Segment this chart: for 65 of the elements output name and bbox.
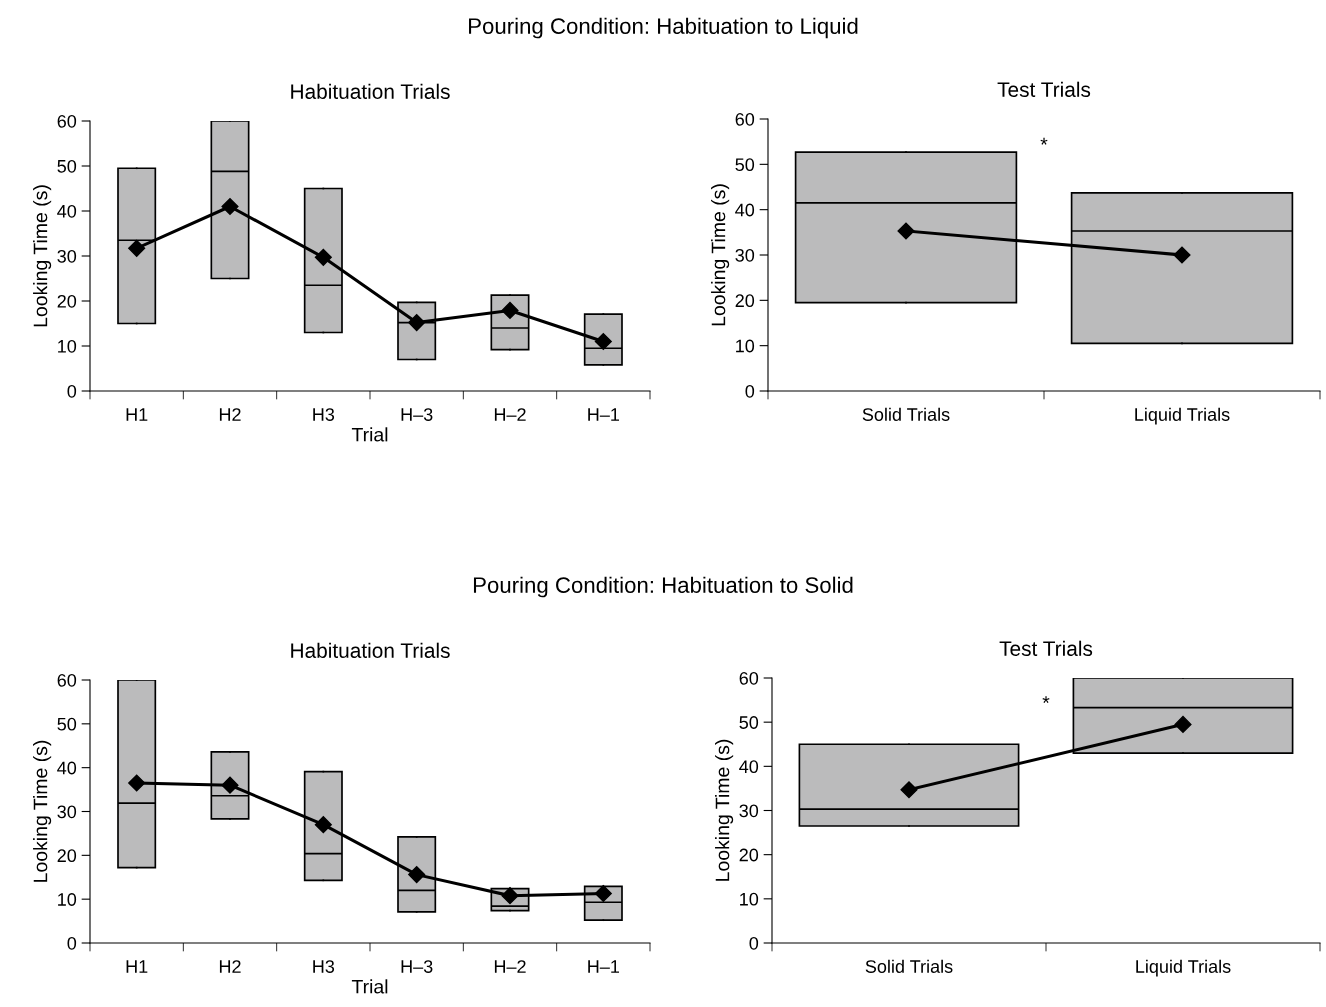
chart-title: Pouring Condition: Habituation to Liquid [469,17,858,39]
y-axis-title: Looking Time (s) [711,184,730,326]
point [314,816,332,834]
y-tick-label: 10 [58,339,77,353]
chart-title: Test Trials [999,640,1093,656]
point [501,301,519,320]
x-tick-label: H–2 [494,408,526,421]
chart-subtitle: Habituation Trials [291,83,450,99]
y-tick-label: 20 [57,294,77,308]
x-tick-label: H–3 [401,408,433,421]
x-tick-label: H3 [313,960,335,973]
y-tick-label: 50 [57,159,77,173]
y-tick-label: 30 [57,805,77,819]
y-tick-label: 10 [736,339,755,353]
x-tick-label: Liquid Trials [1136,959,1231,977]
y-tick-label: 10 [58,893,77,906]
x-axis-title: Trial [351,427,388,442]
x-tick-label: Solid Trials [865,959,953,973]
x-tick-label: H1 [126,408,148,421]
y-tick-label: 50 [57,717,77,731]
y-tick-label: 60 [57,114,77,128]
x-tick-label: H2 [219,408,241,421]
point [128,239,146,257]
point [128,774,146,792]
y-tick-label: 10 [740,892,759,906]
x-tick-label: H–2 [494,960,526,973]
y-tick-label: 40 [739,760,759,774]
x-tick-label: Liquid Trials [1135,407,1230,425]
y-tick-label: 40 [57,761,77,775]
y-tick-label: 30 [57,249,77,263]
y-tick-label: 0 [67,384,77,398]
chart-title: Pouring Condition: Habituation to Solid [473,576,853,598]
point [314,248,332,266]
x-tick-label: H2 [219,960,241,973]
x-axis-title: Trial [351,979,388,994]
y-tick-label: 60 [57,673,77,687]
y-tick-label: 0 [745,384,755,398]
x-tick-label: H–1 [588,960,620,973]
chart-title: Test Trials [997,81,1091,97]
y-axis-title: Looking Time (s) [715,739,734,881]
x-tick-label: Solid Trials [862,407,950,421]
chart-subtitle: Habituation Trials [291,642,450,658]
y-tick-label: 20 [739,848,759,862]
y-tick-label: 60 [739,671,759,685]
y-tick-label: 20 [735,294,755,308]
y-tick-label: 40 [57,204,77,218]
y-axis-title: Looking Time (s) [33,185,52,327]
y-tick-label: 50 [735,158,755,172]
y-tick-label: 0 [67,936,77,950]
y-tick-label: 60 [735,112,755,126]
annotation: * [1042,696,1050,703]
y-tick-label: 30 [735,248,755,262]
y-tick-label: 0 [749,936,759,950]
point [221,197,239,216]
x-tick-label: H3 [313,408,335,421]
x-tick-label: H–1 [588,408,620,421]
point [408,866,426,884]
y-tick-label: 40 [735,203,755,217]
annotation: * [1040,137,1048,145]
x-tick-label: H1 [126,960,148,973]
y-tick-label: 30 [739,804,759,818]
y-tick-label: 20 [57,849,77,863]
y-axis-title: Looking Time (s) [33,740,52,882]
y-tick-label: 50 [739,716,759,729]
x-tick-label: H–3 [401,960,433,973]
